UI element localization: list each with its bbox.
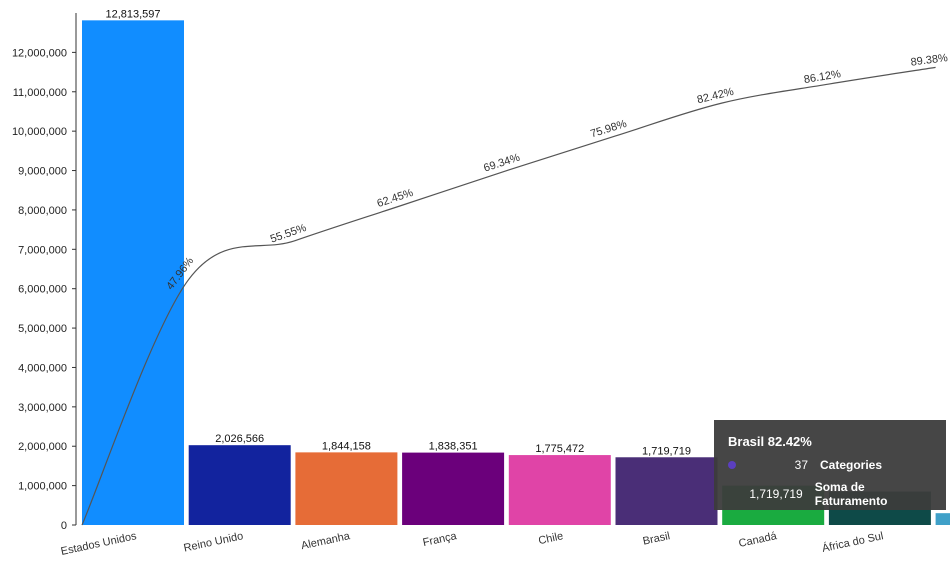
x-tick-label: Alemanha [300,530,352,552]
bar[interactable] [402,452,505,525]
bar-value-label: 2,026,566 [215,433,264,445]
y-tick-label: 11,000,000 [13,87,67,99]
x-tick-label: Chile [537,530,564,547]
x-tick-label: Reino Unido [183,530,245,554]
tooltip-value: 1,719,719 [749,487,803,501]
bar-value-label: 1,844,158 [322,440,371,452]
tooltip-title: Brasil 82.42% [728,434,812,449]
bar[interactable] [935,513,950,525]
y-tick-label: 9,000,000 [18,166,67,178]
y-tick-label: 6,000,000 [18,284,67,296]
bar[interactable] [82,20,184,526]
tooltip-row-categories: 37 Categories [728,458,932,472]
y-tick-label: 2,000,000 [18,441,67,453]
y-tick-label: 8,000,000 [18,205,67,217]
cumulative-labels: 47.96%55.55%62.45%69.34%75.98%82.42%86.1… [164,52,948,292]
x-tick-label: Brasil [642,530,671,547]
bar[interactable] [615,457,718,525]
bars [82,20,950,526]
bar-value-label: 1,775,472 [535,443,584,455]
cumulative-line-path [81,66,936,526]
x-tick-label: Estados Unidos [60,530,138,558]
tooltip-row-faturamento: 1,719,719 Soma de Faturamento [728,480,932,508]
cumulative-line [81,66,936,526]
x-tick-label: Canadá [738,530,779,550]
cumulative-pct-label: 69.34% [482,152,521,175]
tooltip-key: Categories [820,458,883,472]
y-tick-label: 0 [61,520,67,532]
y-tick-label: 10,000,000 [12,126,67,138]
bar-value-label: 1,719,719 [642,445,691,457]
x-tick-label: França [422,530,459,549]
y-tick-label: 5,000,000 [18,323,67,335]
x-axis-labels: Estados Unidos Reino Unido Alemanha França C… [60,529,885,558]
cumulative-pct-label: 75.98% [589,118,628,141]
bar-value-label: 1,838,351 [429,441,478,453]
y-axis: 0 1,000,000 2,000,000 3,000,000 4,000,000 5,0… [12,13,77,532]
x-tick-label: África do Sul [821,529,885,555]
y-tick-label: 1,000,000 [18,481,67,493]
cumulative-pct-label: 62.45% [376,187,415,210]
bar[interactable] [188,445,291,525]
bar[interactable] [508,455,611,525]
tooltip-value: 37 [794,458,808,472]
tooltip-key: Soma de Faturamento [814,480,888,508]
tooltip: Brasil 82.42% 37 Categories 1,719,719 So… [714,420,946,510]
cumulative-pct-label: 89.38% [910,52,949,69]
bar-value-label: 12,813,597 [105,8,160,20]
y-tick-label: 4,000,000 [18,362,67,374]
cumulative-pct-label: 82.42% [696,86,735,107]
y-tick-label: 7,000,000 [18,244,67,256]
y-tick-label: 3,000,000 [18,402,67,414]
data-labels: 12,813,597 2,026,566 1,844,158 1,838,351 1,7… [105,8,691,457]
y-tick-label: 12,000,000 [12,47,67,59]
legend-dot-icon [728,461,736,469]
bar[interactable] [295,452,398,525]
